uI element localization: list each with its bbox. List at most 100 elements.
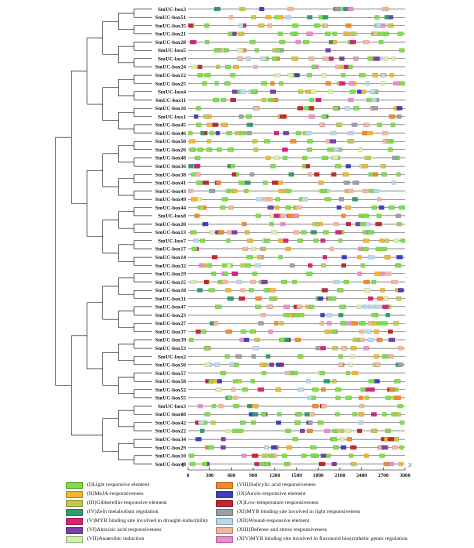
gene-label: SmUC-box31 [155, 296, 186, 302]
cis-element-box [250, 379, 256, 384]
cis-element-box [285, 15, 292, 20]
cis-element-box [296, 304, 303, 309]
cis-element-box [312, 387, 319, 392]
cis-element-box [349, 39, 356, 45]
cis-element-box [322, 255, 328, 260]
cis-element-box [318, 461, 326, 467]
cis-element-box [204, 73, 211, 78]
cis-element-box [359, 329, 365, 334]
cis-element-box [393, 238, 400, 243]
cis-element-box [294, 73, 300, 78]
cis-element-box [396, 296, 402, 301]
cis-element-box [290, 139, 297, 144]
cis-element-box [232, 89, 238, 94]
cis-element-box [189, 39, 197, 45]
cis-element-box [387, 23, 394, 28]
legend-item: (IX)Auxin-responsive element [216, 490, 306, 498]
cis-element-box [254, 337, 260, 343]
cis-element-box [315, 97, 322, 103]
cis-element-box [197, 73, 204, 78]
cis-element-box [392, 155, 399, 161]
cis-element-box [363, 122, 370, 127]
cis-element-box [340, 445, 347, 450]
cis-element-box [377, 296, 384, 301]
cis-element-box [376, 337, 383, 343]
cis-element-box [274, 73, 281, 78]
gene-label: SmUC-box36 [155, 164, 186, 170]
cis-element-box [365, 81, 370, 86]
three-prime-label: 3' [408, 463, 412, 469]
cis-element-box [253, 147, 259, 152]
cis-element-box [214, 81, 219, 86]
cis-element-box [252, 346, 259, 351]
cis-element-box [318, 180, 324, 185]
cis-element-box [233, 403, 240, 409]
cis-element-box [233, 362, 239, 367]
cis-element-box [333, 221, 339, 227]
cis-element-box [283, 238, 289, 243]
legend-item: (I)Light responsive element [66, 481, 149, 489]
cis-element-box [215, 304, 222, 309]
legend-label: (VI)Abscisic acid responsiveness [87, 527, 162, 533]
cis-element-box [335, 230, 342, 235]
cis-element-box [252, 139, 258, 144]
cis-element-box [365, 221, 371, 227]
cis-element-box [304, 412, 310, 417]
gene-label: SmUC-box45 [155, 123, 186, 129]
axis-tick-label: 1500 [291, 473, 302, 479]
cis-element-box [214, 6, 221, 12]
axis-tick-label: 300 [206, 473, 214, 479]
cis-element-box [359, 337, 365, 343]
cis-element-box [377, 197, 382, 202]
cis-element-box [363, 238, 370, 243]
cis-element-box [381, 321, 388, 326]
axis-tick-label: 2700 [378, 473, 389, 479]
cis-element-box [241, 221, 247, 227]
cis-element-box [319, 370, 326, 376]
cis-element-box [251, 15, 257, 20]
gene-label: SmUC-box27 [155, 321, 186, 327]
cis-element-box [275, 48, 281, 53]
cis-element-box [230, 164, 235, 169]
cis-element-box [373, 188, 380, 194]
cis-element-box [274, 155, 280, 161]
cis-element-box [343, 279, 350, 285]
cis-element-box [295, 39, 301, 45]
cis-element-box [309, 106, 315, 111]
gene-label: SmUC-box57 [155, 371, 186, 377]
cis-element-box [275, 387, 281, 392]
cis-element-box [357, 271, 362, 276]
legend-label: (IV)Zein metabolism regulation [87, 509, 159, 515]
cis-element-box [240, 329, 247, 334]
cis-element-box [249, 39, 256, 45]
cis-element-box [285, 188, 292, 194]
cis-element-box [230, 97, 237, 103]
cis-element-box [358, 147, 363, 152]
cis-element-box [379, 288, 385, 293]
gene-label: SmUC-box17 [155, 247, 186, 253]
cis-element-box [200, 130, 205, 136]
legend-item: (XI)MYB binding site involved in light r… [216, 508, 360, 516]
gene-label: SmUC-box38 [155, 172, 186, 178]
cis-element-box [286, 445, 293, 450]
cis-element-box [333, 445, 339, 450]
gene-labels: SmUC-box3 SmUC-box51 SmUC-box35 SmUC-box21 S… [155, 7, 186, 468]
cis-element-box [314, 172, 320, 177]
cis-element-box [193, 114, 199, 119]
cis-element-box [241, 453, 247, 458]
cis-element-box [220, 370, 227, 376]
cis-element-box [206, 147, 213, 152]
cis-element-box [204, 39, 210, 45]
cis-element-box [305, 304, 311, 309]
cis-element-box [245, 263, 251, 268]
cis-element-box [371, 205, 378, 210]
legend-swatch [66, 526, 83, 534]
cis-element-box [298, 312, 305, 318]
cis-element-box [310, 445, 317, 450]
cis-element-box [331, 461, 337, 467]
cis-element-box [321, 263, 326, 268]
cis-element-box [261, 370, 267, 376]
legend: (I)Light responsive element (II)MeJA-resp… [66, 481, 470, 545]
cis-element-box [274, 205, 280, 210]
cis-element-box [313, 23, 321, 28]
